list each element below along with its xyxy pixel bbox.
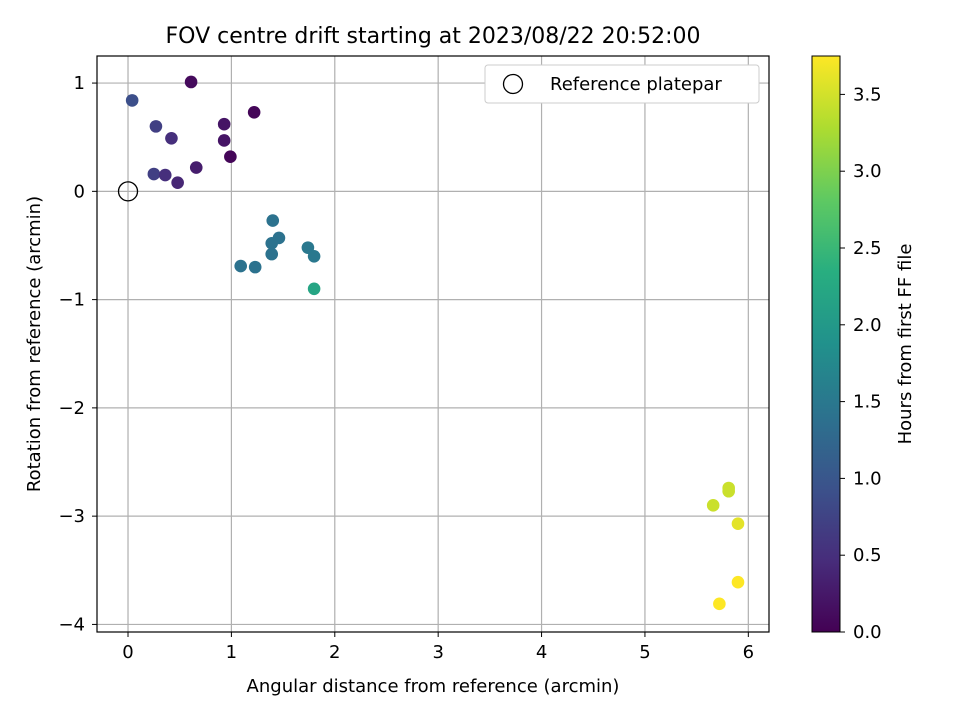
colorbar-ticks: 0.0 0.5 1.0 1.5 2.0 2.5 3.0 3.5 [840,84,882,643]
x-axis-ticks: 0 1 2 3 4 5 6 [122,632,754,663]
data-point [731,517,745,531]
y-tick-label: −1 [58,290,85,311]
x-tick-label: 6 [743,642,754,663]
colorbar-tick-label: 1.5 [853,392,882,413]
data-point [165,131,178,145]
data-point [722,484,735,498]
colorbar-tick-label: 2.0 [853,315,882,336]
data-point [171,176,184,189]
y-tick-label: 1 [74,73,85,94]
data-point [713,597,726,611]
data-point [158,168,172,182]
colorbar-tick-label: 0.0 [853,622,882,643]
x-tick-label: 3 [432,642,443,663]
data-point [125,94,139,107]
x-tick-label: 1 [226,642,237,663]
data-point [266,214,280,227]
y-axis-ticks: 1 0 −1 −2 −3 −4 [58,73,97,635]
colorbar [811,55,841,633]
data-point [147,167,161,181]
data-point [248,260,262,274]
data-point [731,575,745,589]
legend-marker-icon [502,73,524,95]
y-tick-label: −3 [58,506,85,527]
data-point [301,241,315,254]
chart-title: FOV centre drift starting at 2023/08/22 … [166,24,701,49]
data-point [217,117,231,131]
y-tick-label: 0 [74,181,85,202]
x-tick-label: 2 [329,642,340,663]
colorbar-label: Hours from first FF file [895,244,916,445]
legend-label: Reference platepar [550,74,722,95]
data-point [184,75,198,89]
data-point [189,161,203,174]
x-axis-label: Angular distance from reference (arcmin) [247,676,620,697]
data-point [217,134,231,147]
plot-frame [96,55,770,633]
colorbar-tick-label: 2.5 [853,238,882,259]
data-point [307,250,321,263]
data-point [265,247,279,261]
data-point [706,499,720,512]
reference-marker [117,181,139,202]
x-tick-label: 4 [536,642,547,663]
y-tick-label: −2 [58,398,85,419]
x-tick-label: 0 [122,642,133,663]
data-point [247,106,261,119]
data-point [307,282,321,296]
legend: Reference platepar [484,64,760,104]
reference-marker-layer [117,181,139,202]
colorbar-tick-label: 3.5 [853,84,882,105]
data-point [265,237,279,250]
x-tick-label: 5 [639,642,650,663]
data-point [224,150,237,163]
grid [97,56,769,632]
data-point [234,259,248,273]
colorbar-tick-label: 1.0 [853,468,882,489]
y-axis-label: Rotation from reference (arcmin) [24,196,45,492]
data-points [125,75,745,611]
y-tick-label: −4 [58,614,85,635]
colorbar-tick-label: 3.0 [853,161,882,182]
legend-box [484,64,760,104]
colorbar-tick-label: 0.5 [853,545,882,566]
data-point [149,120,163,133]
